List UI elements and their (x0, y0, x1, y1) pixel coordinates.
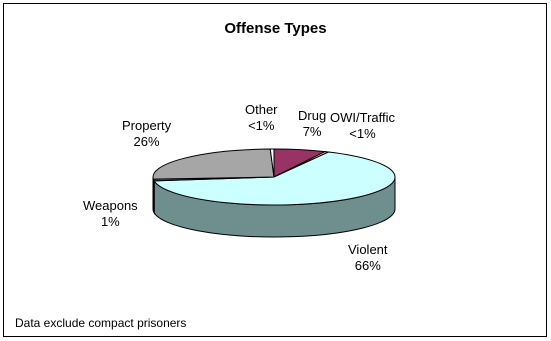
label-other: Other <1% (245, 102, 278, 134)
label-weapons-value: 1% (100, 214, 120, 229)
label-property-name: Property (122, 118, 172, 133)
label-property: Property 26% (122, 118, 171, 150)
label-other-value: <1% (248, 118, 275, 133)
slice-violent (153, 151, 396, 206)
label-violent: Violent 66% (348, 242, 388, 274)
label-property-value: 26% (133, 134, 160, 149)
chart-title: Offense Types (224, 20, 327, 37)
label-owi-traffic-name: OWI/Traffic (330, 110, 395, 125)
label-weapons-name: Weapons (83, 198, 138, 213)
footnote: Data exclude compact prisoners (15, 316, 187, 330)
slice-other (269, 148, 275, 178)
label-owi-traffic: OWI/Traffic <1% (330, 110, 395, 142)
label-violent-value: 66% (354, 258, 381, 273)
label-drug: Drug 7% (298, 108, 326, 140)
label-weapons: Weapons 1% (83, 198, 138, 230)
label-owi-traffic-value: <1% (349, 126, 376, 141)
slice-property (152, 148, 275, 180)
label-drug-name: Drug (298, 108, 327, 123)
label-other-name: Other (245, 102, 278, 117)
label-violent-name: Violent (348, 242, 388, 257)
label-drug-value: 7% (302, 124, 322, 139)
